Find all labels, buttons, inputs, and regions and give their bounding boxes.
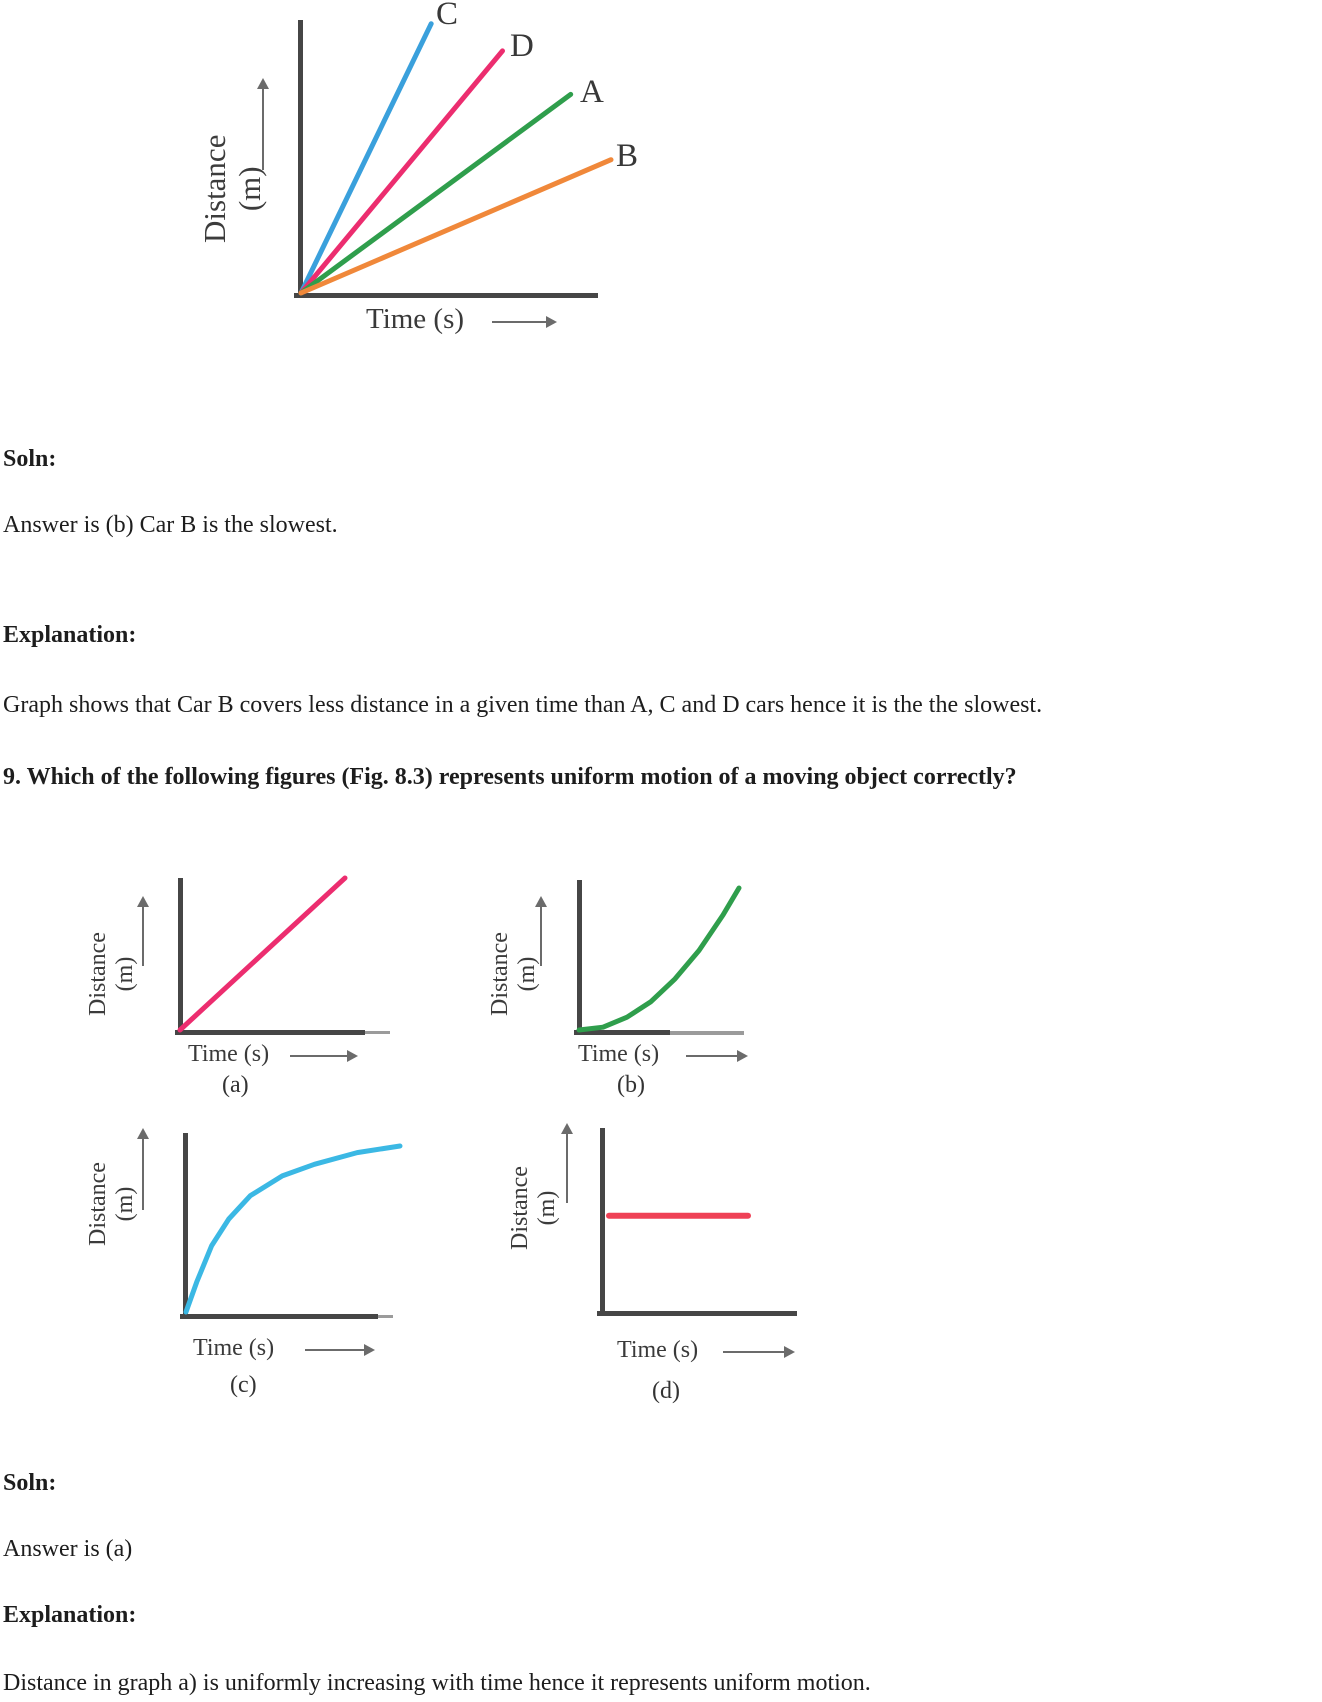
stationary-line bbox=[606, 1212, 751, 1219]
x-axis-extension bbox=[670, 1031, 744, 1035]
figure-8-3c-chart: Distance (m) Time (s) (c) bbox=[60, 1100, 430, 1410]
up-arrow-icon bbox=[137, 1128, 149, 1210]
answer2-text: Answer is (a) bbox=[3, 1536, 133, 1562]
figure-8-3d-chart: Distance (m) Time (s) (d) bbox=[480, 1100, 850, 1410]
explanation1-body: Graph shows that Car B covers less dista… bbox=[3, 692, 1043, 718]
x-axis-label: Time (s) bbox=[578, 1041, 660, 1067]
decelerating-curve bbox=[183, 1143, 403, 1315]
soln2-heading: Soln: bbox=[3, 1470, 57, 1496]
figure-8-3a-chart: Distance (m) Time (s) (a) bbox=[60, 820, 405, 1110]
uniform-motion-line bbox=[177, 875, 348, 1033]
answer1-text: Answer is (b) Car B is the slowest. bbox=[3, 512, 338, 538]
explanation1-heading: Explanation: bbox=[3, 622, 137, 648]
x-axis-label: Time (s) bbox=[617, 1337, 699, 1363]
x-axis bbox=[294, 293, 598, 298]
x-axis-extension bbox=[378, 1315, 393, 1318]
right-arrow-icon bbox=[686, 1050, 748, 1062]
x-axis bbox=[180, 1314, 378, 1319]
x-axis-label: Time (s) bbox=[366, 303, 465, 335]
figure-8-2-chart: Distance (m) C D A B Time (s) bbox=[170, 0, 650, 350]
caption-d: (d) bbox=[652, 1378, 680, 1404]
right-arrow-icon bbox=[290, 1050, 358, 1062]
question9-text: 9. Which of the following figures (Fig. … bbox=[3, 764, 1017, 790]
right-arrow-icon bbox=[492, 316, 557, 328]
soln1-heading: Soln: bbox=[3, 446, 57, 472]
x-axis bbox=[175, 1030, 365, 1035]
x-axis-label: Time (s) bbox=[188, 1041, 270, 1067]
x-axis bbox=[574, 1030, 670, 1035]
y-axis bbox=[178, 878, 183, 1033]
y-axis bbox=[600, 1128, 605, 1315]
distance-time-lines bbox=[298, 21, 614, 296]
caption-b: (b) bbox=[617, 1072, 645, 1098]
x-axis bbox=[597, 1311, 797, 1316]
x-axis-extension bbox=[365, 1031, 390, 1034]
y-axis bbox=[577, 880, 582, 1033]
x-axis-label: Time (s) bbox=[193, 1335, 275, 1361]
y-axis bbox=[183, 1133, 188, 1318]
right-arrow-icon bbox=[305, 1344, 375, 1356]
up-arrow-icon bbox=[257, 78, 269, 170]
caption-a: (a) bbox=[222, 1072, 249, 1098]
figure-8-3b-chart: Distance (m) Time (s) (b) bbox=[420, 820, 765, 1110]
explanation2-body: Distance in graph a) is uniformly increa… bbox=[3, 1670, 871, 1696]
explanation2-heading: Explanation: bbox=[3, 1602, 137, 1628]
line-label-A: A bbox=[580, 74, 604, 110]
line-label-D: D bbox=[510, 28, 534, 64]
line-label-B: B bbox=[616, 138, 639, 174]
y-axis bbox=[298, 20, 303, 298]
line-label-C: C bbox=[436, 0, 459, 32]
caption-c: (c) bbox=[230, 1372, 257, 1398]
up-arrow-icon bbox=[561, 1123, 573, 1203]
up-arrow-icon bbox=[535, 896, 547, 966]
up-arrow-icon bbox=[137, 896, 149, 966]
right-arrow-icon bbox=[723, 1346, 795, 1358]
accelerating-curve bbox=[576, 885, 742, 1033]
